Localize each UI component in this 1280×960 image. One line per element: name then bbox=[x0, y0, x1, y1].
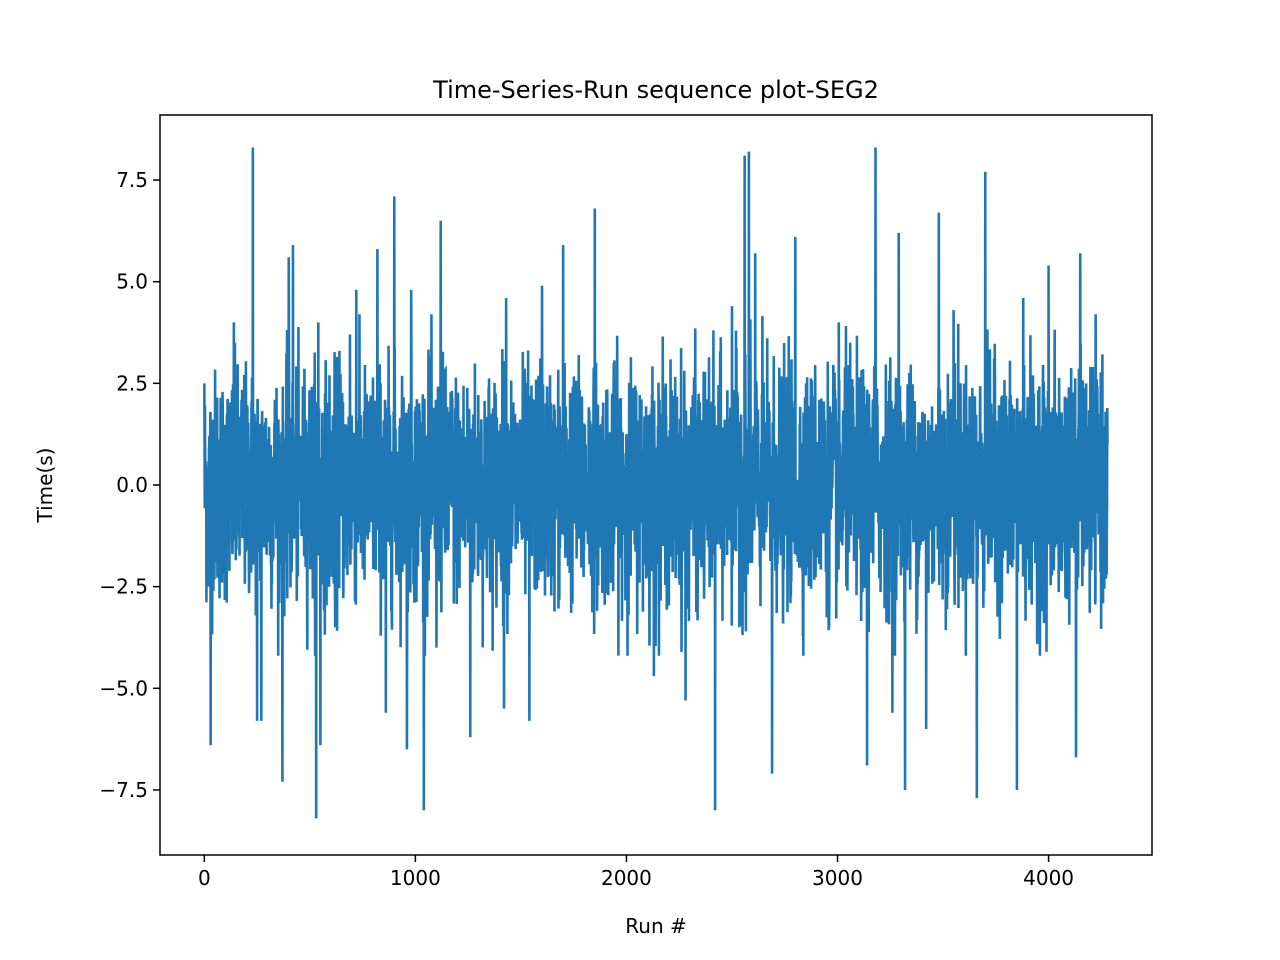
y-tick-label: −5.0 bbox=[99, 676, 148, 700]
x-axis-label: Run # bbox=[625, 914, 686, 938]
y-tick-label: 7.5 bbox=[116, 168, 148, 192]
x-tick-label: 1000 bbox=[390, 866, 441, 890]
y-axis-ticks: 7.5 5.0 2.5 0.0 −2.5 −5.0 −7.5 bbox=[99, 168, 160, 802]
y-tick-label: 2.5 bbox=[116, 371, 148, 395]
x-axis-ticks: 0 1000 2000 3000 4000 bbox=[198, 855, 1074, 890]
chart-title: Time-Series-Run sequence plot-SEG2 bbox=[432, 76, 879, 104]
y-tick-label: −7.5 bbox=[99, 778, 148, 802]
y-tick-label: −2.5 bbox=[99, 575, 148, 599]
x-tick-label: 2000 bbox=[601, 866, 652, 890]
x-tick-label: 3000 bbox=[812, 866, 863, 890]
y-tick-label: 5.0 bbox=[116, 270, 148, 294]
y-axis-label: Time(s) bbox=[33, 448, 57, 524]
y-tick-label: 0.0 bbox=[116, 473, 148, 497]
x-tick-label: 4000 bbox=[1023, 866, 1074, 890]
series-line bbox=[203, 147, 1109, 819]
x-tick-label: 0 bbox=[198, 866, 211, 890]
series-layer bbox=[203, 147, 1109, 819]
